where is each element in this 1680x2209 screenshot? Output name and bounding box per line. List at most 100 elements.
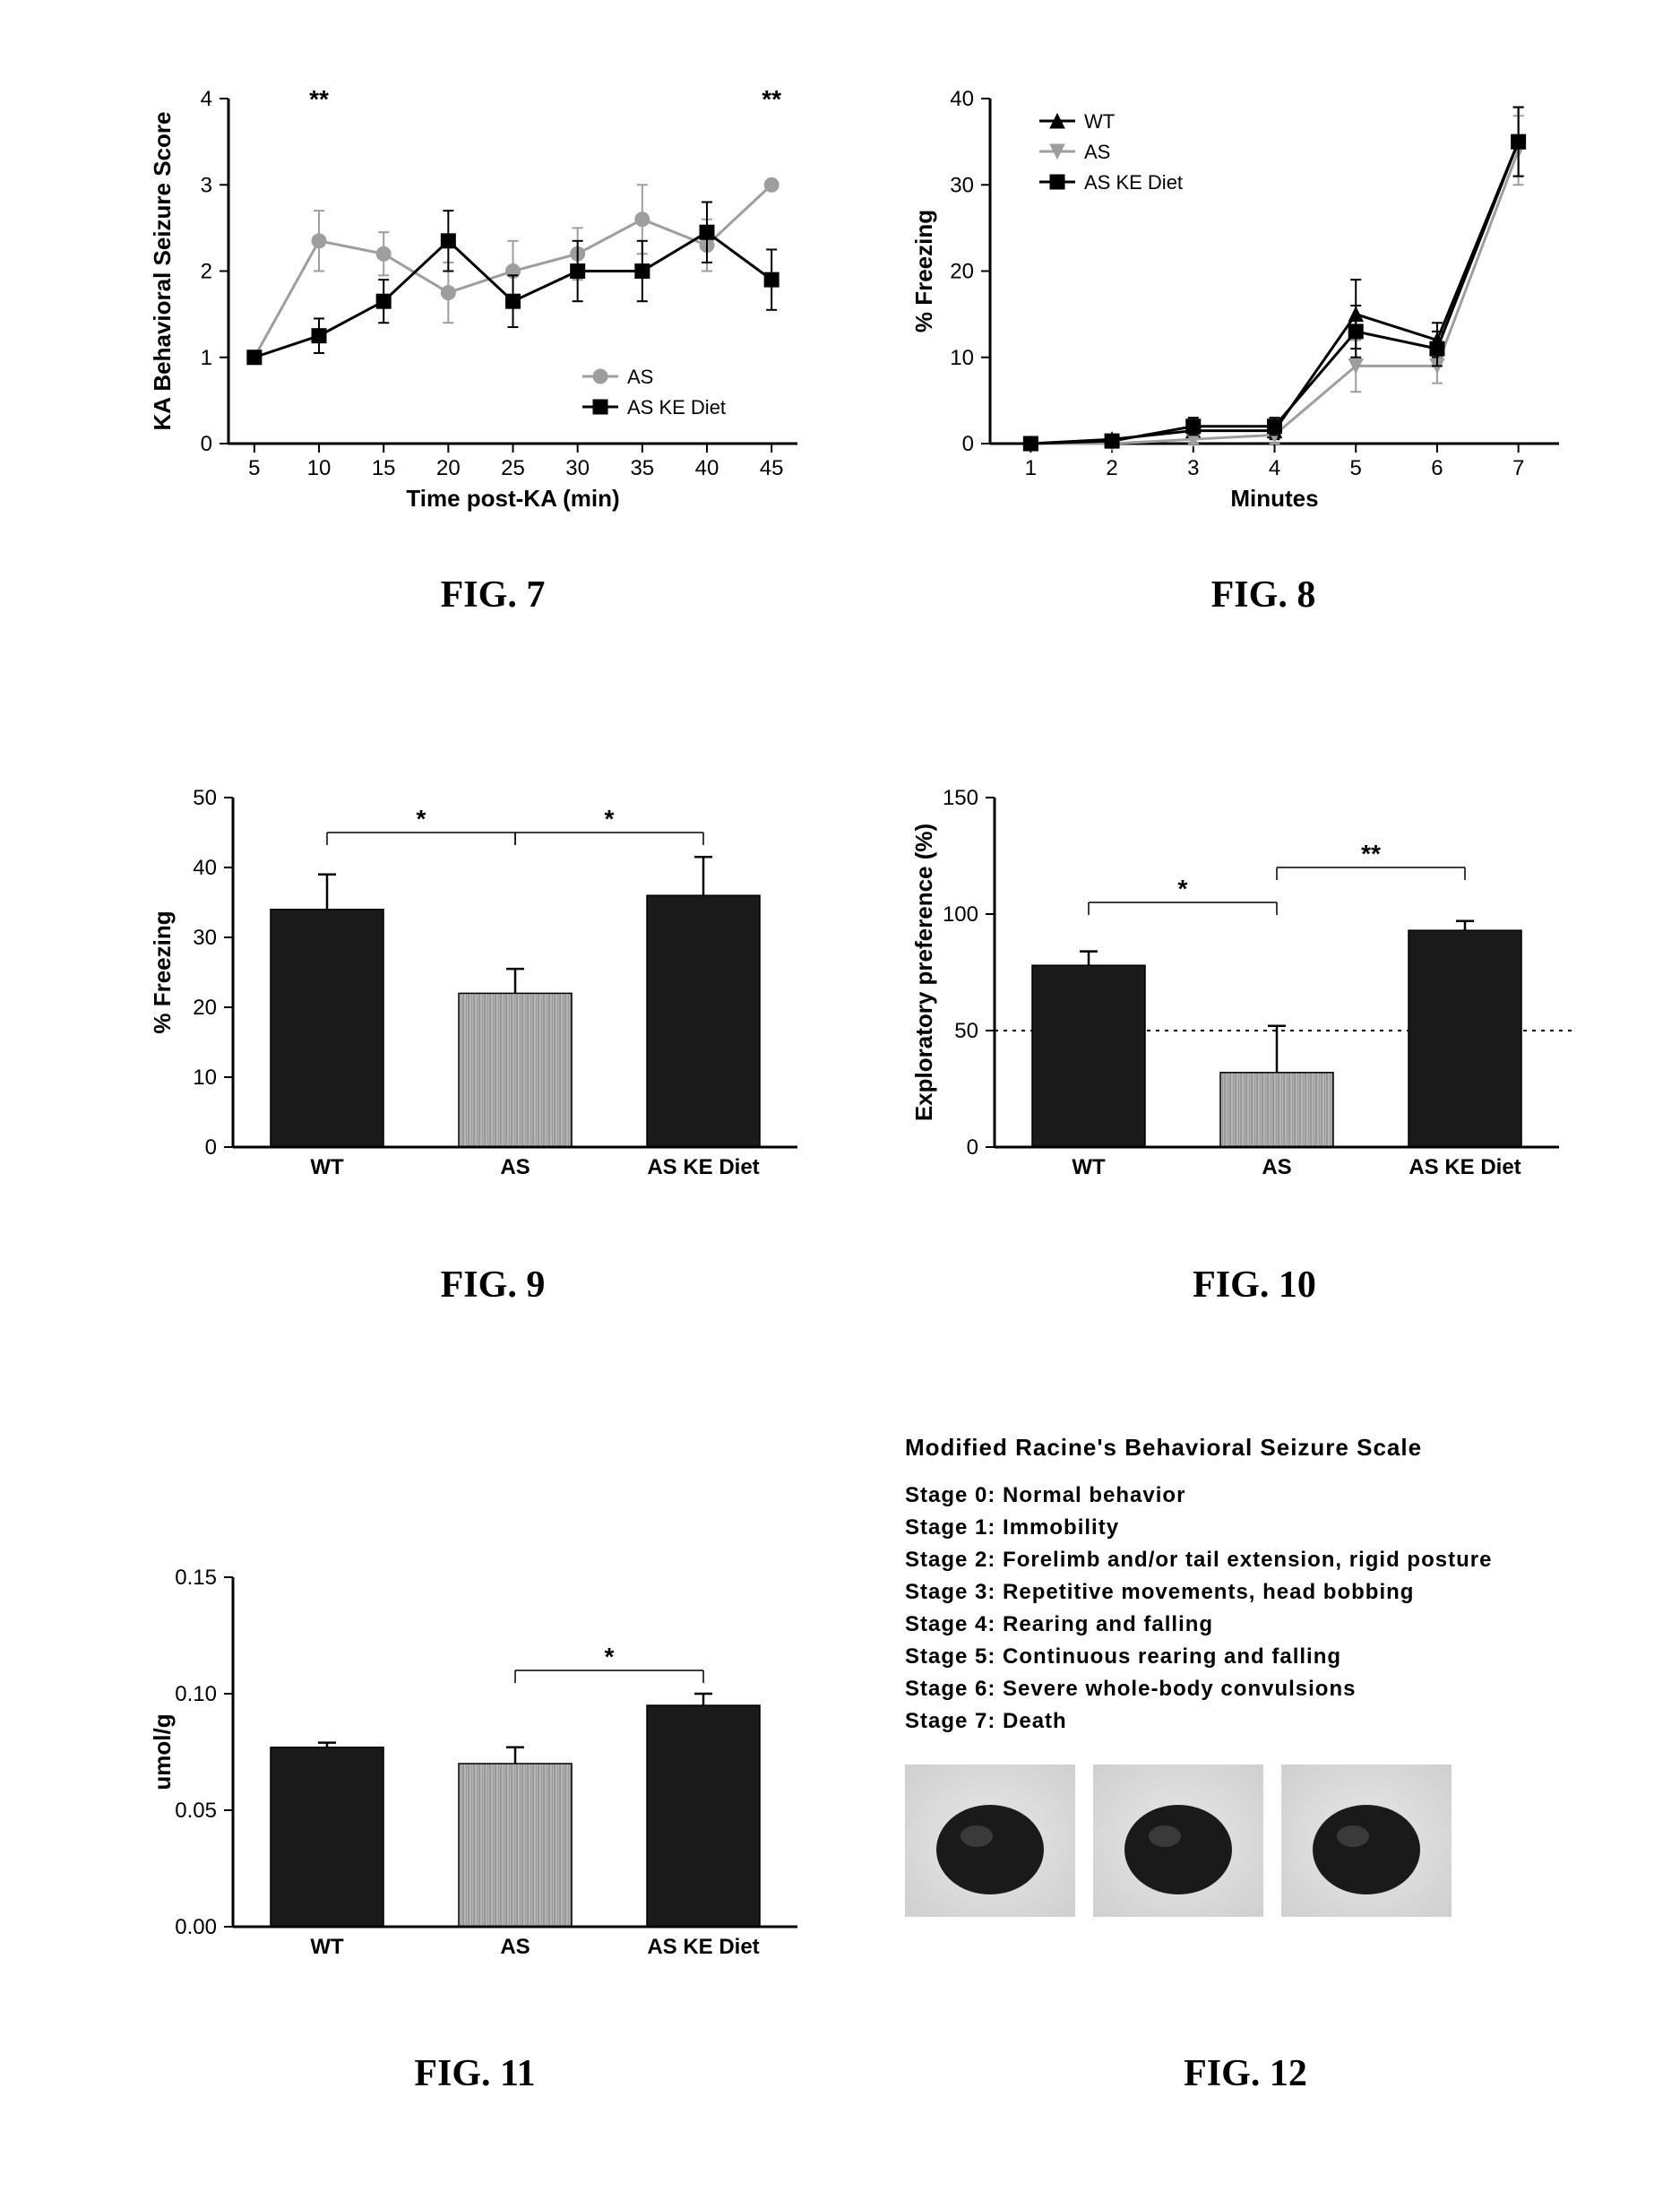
svg-text:2: 2 [1106,456,1117,480]
f12: FIG. 12 [1111,2052,1380,2095]
svg-text:2: 2 [201,260,212,284]
bar-AS [459,1764,572,1927]
svg-text:7: 7 [1512,456,1524,480]
svg-text:AS KE Diet: AS KE Diet [1409,1155,1521,1179]
svg-text:45: 45 [760,456,784,480]
svg-text:10: 10 [193,1066,217,1090]
brain-thumb-1 [1093,1765,1263,1917]
svg-text:35: 35 [630,456,654,480]
svg-text:0.05: 0.05 [175,1799,217,1823]
svg-text:10: 10 [950,346,974,370]
svg-text:0: 0 [201,432,212,456]
svg-text:AS: AS [627,366,653,388]
f11: FIG. 11 [340,2052,609,2095]
fig10-chart: WT AS AS KE Diet 0 50 100 150Exploratory prefe… [905,762,1577,1210]
bar-WT [1032,965,1145,1147]
svg-text:10: 10 [307,456,332,480]
svg-text:WT: WT [310,1155,344,1179]
svg-text:15: 15 [372,456,396,480]
svg-text:3: 3 [1187,456,1199,480]
svg-text:AS: AS [1262,1155,1291,1179]
svg-text:Minutes: Minutes [1230,485,1318,512]
fig12-stage-3: Stage 3: Repetitive movements, head bobb… [905,1576,1577,1609]
svg-text:50: 50 [954,1019,978,1043]
bar-AS KE Diet [1409,930,1521,1147]
bar-WT [271,910,383,1147]
fig7-chart: 0123451015202530354045KA Behavioral Seiz… [143,72,815,520]
svg-text:25: 25 [501,456,525,480]
svg-text:AS: AS [500,1935,530,1959]
svg-text:40: 40 [950,87,974,111]
svg-text:20: 20 [193,996,217,1020]
svg-text:AS: AS [500,1155,530,1179]
bar-WT [271,1747,383,1927]
fig11-chart: WTASAS KE Diet0.000.050.100.15umol/g* [143,1541,815,1989]
svg-text:0.00: 0.00 [175,1915,217,1939]
svg-text:*: * [605,1643,615,1670]
fig12-stage-7: Stage 7: Death [905,1705,1577,1738]
svg-text:0.15: 0.15 [175,1566,217,1590]
svg-text:0: 0 [205,1135,217,1160]
f10: FIG. 10 [1120,1264,1389,1307]
fig12-stage-0: Stage 0: Normal behavior [905,1480,1577,1512]
svg-text:40: 40 [193,856,217,880]
svg-text:50: 50 [193,786,217,810]
svg-text:3: 3 [201,173,212,197]
fig12-panel: Modified Racine's Behavioral Seizure Sca… [905,1434,1577,1917]
svg-text:% Freezing: % Freezing [149,910,176,1033]
svg-text:4: 4 [201,87,212,111]
fig12-title: Modified Racine's Behavioral Seizure Sca… [905,1434,1577,1462]
svg-text:AS KE Diet: AS KE Diet [647,1935,759,1959]
fig8-chart: 0102030401234567% FreezingMinutesWTASAS … [905,72,1577,520]
svg-text:KA Behavioral Seizure Score: KA Behavioral Seizure Score [149,112,176,431]
svg-text:**: ** [762,85,781,113]
svg-text:5: 5 [248,456,260,480]
svg-text:AS: AS [1084,141,1110,163]
svg-text:100: 100 [943,902,978,927]
svg-text:Exploratory preference (%): Exploratory preference (%) [910,824,937,1121]
svg-text:WT: WT [1084,110,1115,133]
bar-AS KE Diet [647,895,760,1147]
svg-text:*: * [1178,875,1188,902]
svg-text:30: 30 [193,926,217,950]
svg-text:1: 1 [1025,456,1037,480]
svg-text:30: 30 [950,173,974,197]
brain-thumb-0 [905,1765,1075,1917]
fig9-chart: WT AS AS KE Diet 0 10 20 30 40 50 % Freezing * * [143,762,815,1210]
svg-text:1: 1 [201,346,212,370]
svg-text:WT: WT [310,1935,344,1959]
svg-text:*: * [417,805,426,833]
svg-text:*: * [605,805,615,833]
f9: FIG. 9 [358,1264,627,1307]
f8: FIG. 8 [1129,574,1398,617]
svg-text:0: 0 [962,432,974,456]
bar-AS KE Diet [647,1705,760,1927]
fig12-stage-5: Stage 5: Continuous rearing and falling [905,1641,1577,1673]
svg-text:20: 20 [436,456,461,480]
fig12-thumbnails [905,1765,1577,1917]
fig12-stage-6: Stage 6: Severe whole-body convulsions [905,1673,1577,1705]
svg-text:AS KE Diet: AS KE Diet [1084,171,1183,194]
svg-text:Time post-KA (min): Time post-KA (min) [406,485,619,512]
svg-text:WT: WT [1072,1155,1106,1179]
svg-text:% Freezing: % Freezing [910,210,937,332]
f7: FIG. 7 [358,574,627,617]
fig12-stage-4: Stage 4: Rearing and falling [905,1609,1577,1641]
fig12-stage-2: Stage 2: Forelimb and/or tail extension,… [905,1544,1577,1576]
svg-text:AS KE Diet: AS KE Diet [647,1155,759,1179]
bar-AS [1220,1073,1333,1147]
svg-text:5: 5 [1350,456,1362,480]
svg-text:20: 20 [950,260,974,284]
svg-text:150: 150 [943,786,978,810]
brain-thumb-2 [1281,1765,1452,1917]
svg-text:AS KE Diet: AS KE Diet [627,396,726,419]
svg-text:**: ** [1361,840,1381,867]
svg-text:30: 30 [565,456,590,480]
svg-text:umol/g: umol/g [149,1713,176,1790]
svg-text:4: 4 [1269,456,1280,480]
svg-text:0: 0 [967,1135,978,1160]
bar-AS [459,993,572,1147]
svg-text:40: 40 [695,456,719,480]
svg-text:**: ** [309,85,329,113]
fig12-stage-1: Stage 1: Immobility [905,1512,1577,1544]
